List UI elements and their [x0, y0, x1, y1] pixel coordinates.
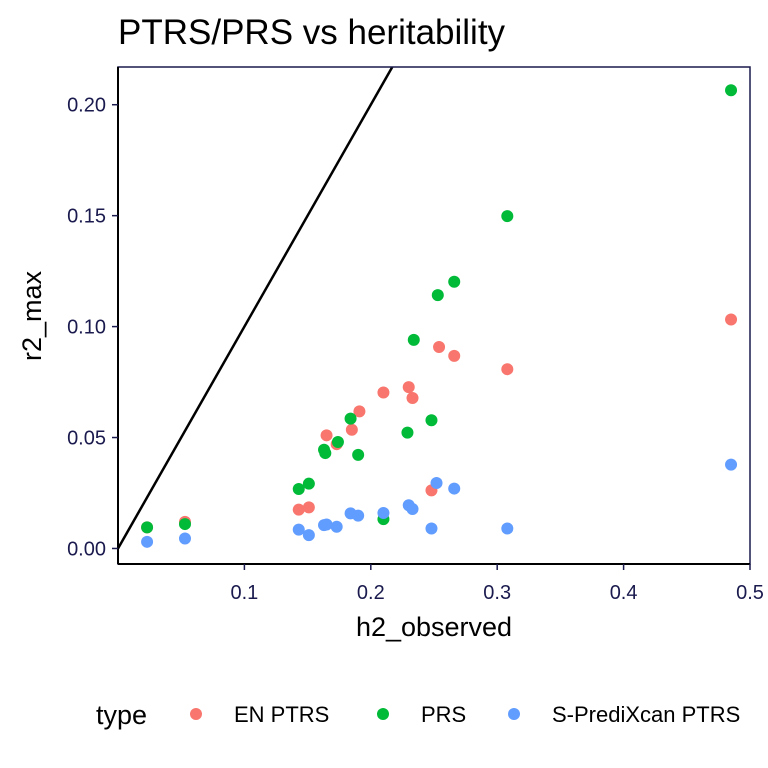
data-point	[406, 392, 419, 405]
x-tick-label: 0.1	[230, 582, 258, 604]
y-axis-ticks: 0.00 0.05 0.10 0.15 0.20	[67, 95, 118, 560]
data-point	[178, 532, 191, 545]
data-point	[401, 426, 414, 439]
legend-swatch	[377, 708, 389, 720]
y-tick-label: 0.20	[67, 95, 106, 117]
y-axis-title: r2_max	[17, 270, 47, 361]
data-point	[377, 386, 390, 399]
y-tick-label: 0.05	[67, 428, 106, 450]
data-point	[725, 458, 738, 471]
data-point	[330, 520, 343, 533]
data-point	[406, 502, 419, 515]
data-point	[141, 535, 154, 548]
identity-reference-line	[118, 67, 394, 551]
data-point	[292, 483, 305, 496]
legend-items: EN PTRS PRS S-PrediXcan PTRS	[190, 702, 740, 727]
data-point	[320, 518, 333, 531]
data-point	[430, 477, 443, 490]
data-point	[292, 523, 305, 536]
data-point	[725, 84, 738, 97]
data-point	[141, 521, 154, 534]
legend-label: EN PTRS	[234, 702, 329, 727]
data-point	[431, 289, 444, 302]
legend-item: EN PTRS	[190, 702, 329, 727]
legend-item: PRS	[377, 702, 466, 727]
data-point	[433, 341, 446, 354]
data-point	[448, 275, 461, 288]
data-point	[178, 518, 191, 531]
x-axis-title: h2_observed	[356, 612, 512, 642]
legend-title: type	[96, 700, 147, 730]
data-point	[501, 210, 514, 223]
data-point	[302, 529, 315, 542]
data-point	[448, 482, 461, 495]
series-en-ptrs	[141, 313, 738, 534]
data-point	[302, 477, 315, 490]
data-point	[320, 429, 333, 442]
legend-swatch	[508, 708, 520, 720]
chart-title: PTRS/PRS vs heritability	[118, 13, 506, 52]
data-point	[377, 506, 390, 519]
data-point	[302, 501, 315, 514]
data-point	[501, 522, 514, 535]
data-point	[353, 405, 366, 418]
y-tick-label: 0.00	[67, 538, 106, 560]
x-tick-label: 0.5	[736, 582, 764, 604]
data-point	[402, 381, 415, 394]
plot-area	[117, 66, 751, 565]
points-layer	[141, 84, 738, 548]
x-tick-label: 0.2	[357, 582, 385, 604]
legend-label: S-PrediXcan PTRS	[552, 702, 740, 727]
legend-label: PRS	[421, 702, 466, 727]
data-point	[501, 363, 514, 376]
data-point	[352, 509, 365, 522]
data-point	[345, 423, 358, 436]
series-s-predixcan-ptrs	[141, 458, 738, 548]
legend-swatch	[190, 708, 202, 720]
data-point	[344, 412, 357, 425]
data-point	[352, 448, 365, 461]
data-point	[407, 333, 420, 346]
legend: type EN PTRS PRS S-PrediXcan PTRS	[96, 700, 740, 730]
x-tick-label: 0.4	[610, 582, 638, 604]
y-tick-label: 0.10	[67, 317, 106, 339]
data-point	[425, 522, 438, 535]
series-prs	[141, 84, 738, 534]
data-point	[319, 447, 332, 460]
x-axis-ticks: 0.1 0.2 0.3 0.4 0.5	[230, 564, 764, 604]
data-point	[292, 503, 305, 516]
data-point	[448, 349, 461, 362]
data-point	[725, 313, 738, 326]
data-point	[425, 414, 438, 427]
y-tick-label: 0.15	[67, 206, 106, 228]
legend-item: S-PrediXcan PTRS	[508, 702, 740, 727]
x-tick-label: 0.3	[483, 582, 511, 604]
data-point	[331, 435, 344, 448]
